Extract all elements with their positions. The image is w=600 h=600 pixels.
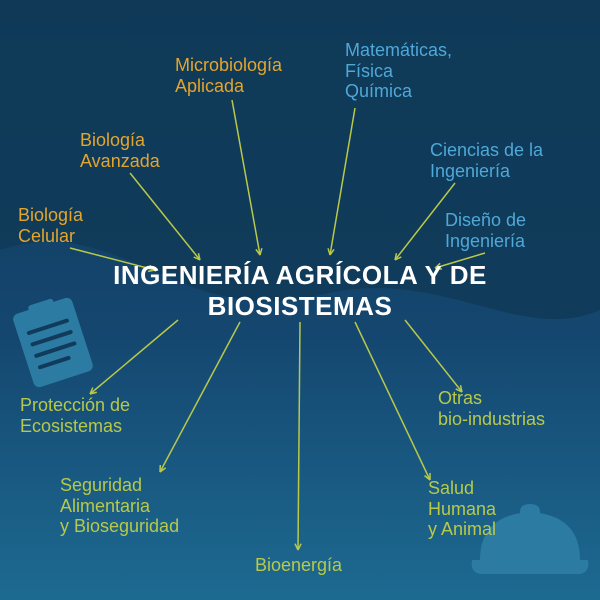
node-line: y Animal: [428, 519, 496, 540]
node-mates: Matemáticas,FísicaQuímica: [345, 40, 452, 102]
node-line: Avanzada: [80, 151, 160, 172]
node-bio-avanzada: BiologíaAvanzada: [80, 130, 160, 171]
node-line: Ciencias de la: [430, 140, 543, 161]
node-line: Ingeniería: [430, 161, 543, 182]
node-line: Biología: [18, 205, 83, 226]
node-line: Ecosistemas: [20, 416, 130, 437]
node-line: Diseño de: [445, 210, 526, 231]
node-line: Química: [345, 81, 452, 102]
node-proteccion: Protección deEcosistemas: [20, 395, 130, 436]
node-otras: Otrasbio‑industrias: [438, 388, 545, 429]
node-line: Alimentaria: [60, 496, 179, 517]
node-line: Protección de: [20, 395, 130, 416]
node-line: Física: [345, 61, 452, 82]
node-line: Ingeniería: [445, 231, 526, 252]
node-ciencias-ing: Ciencias de laIngeniería: [430, 140, 543, 181]
title-line1: INGENIERÍA AGRÍCOLA Y: [113, 260, 442, 290]
node-line: Bioenergía: [255, 555, 342, 576]
node-line: Humana: [428, 499, 496, 520]
node-line: Salud: [428, 478, 496, 499]
node-salud: SaludHumanay Animal: [428, 478, 496, 540]
node-line: Microbiología: [175, 55, 282, 76]
node-bio-celular: BiologíaCelular: [18, 205, 83, 246]
node-line: Celular: [18, 226, 83, 247]
node-line: Matemáticas,: [345, 40, 452, 61]
node-line: Aplicada: [175, 76, 282, 97]
node-microbio: MicrobiologíaAplicada: [175, 55, 282, 96]
diagram-stage: INGENIERÍA AGRÍCOLA Y DE BIOSISTEMAS Bio…: [0, 0, 600, 600]
node-line: Seguridad: [60, 475, 179, 496]
node-bioenergia: Bioenergía: [255, 555, 342, 576]
center-title: INGENIERÍA AGRÍCOLA Y DE BIOSISTEMAS: [90, 260, 510, 322]
node-line: bio‑industrias: [438, 409, 545, 430]
node-line: Biología: [80, 130, 160, 151]
node-seguridad: SeguridadAlimentariay Bioseguridad: [60, 475, 179, 537]
node-line: y Bioseguridad: [60, 516, 179, 537]
node-diseno-ing: Diseño deIngeniería: [445, 210, 526, 251]
node-line: Otras: [438, 388, 545, 409]
